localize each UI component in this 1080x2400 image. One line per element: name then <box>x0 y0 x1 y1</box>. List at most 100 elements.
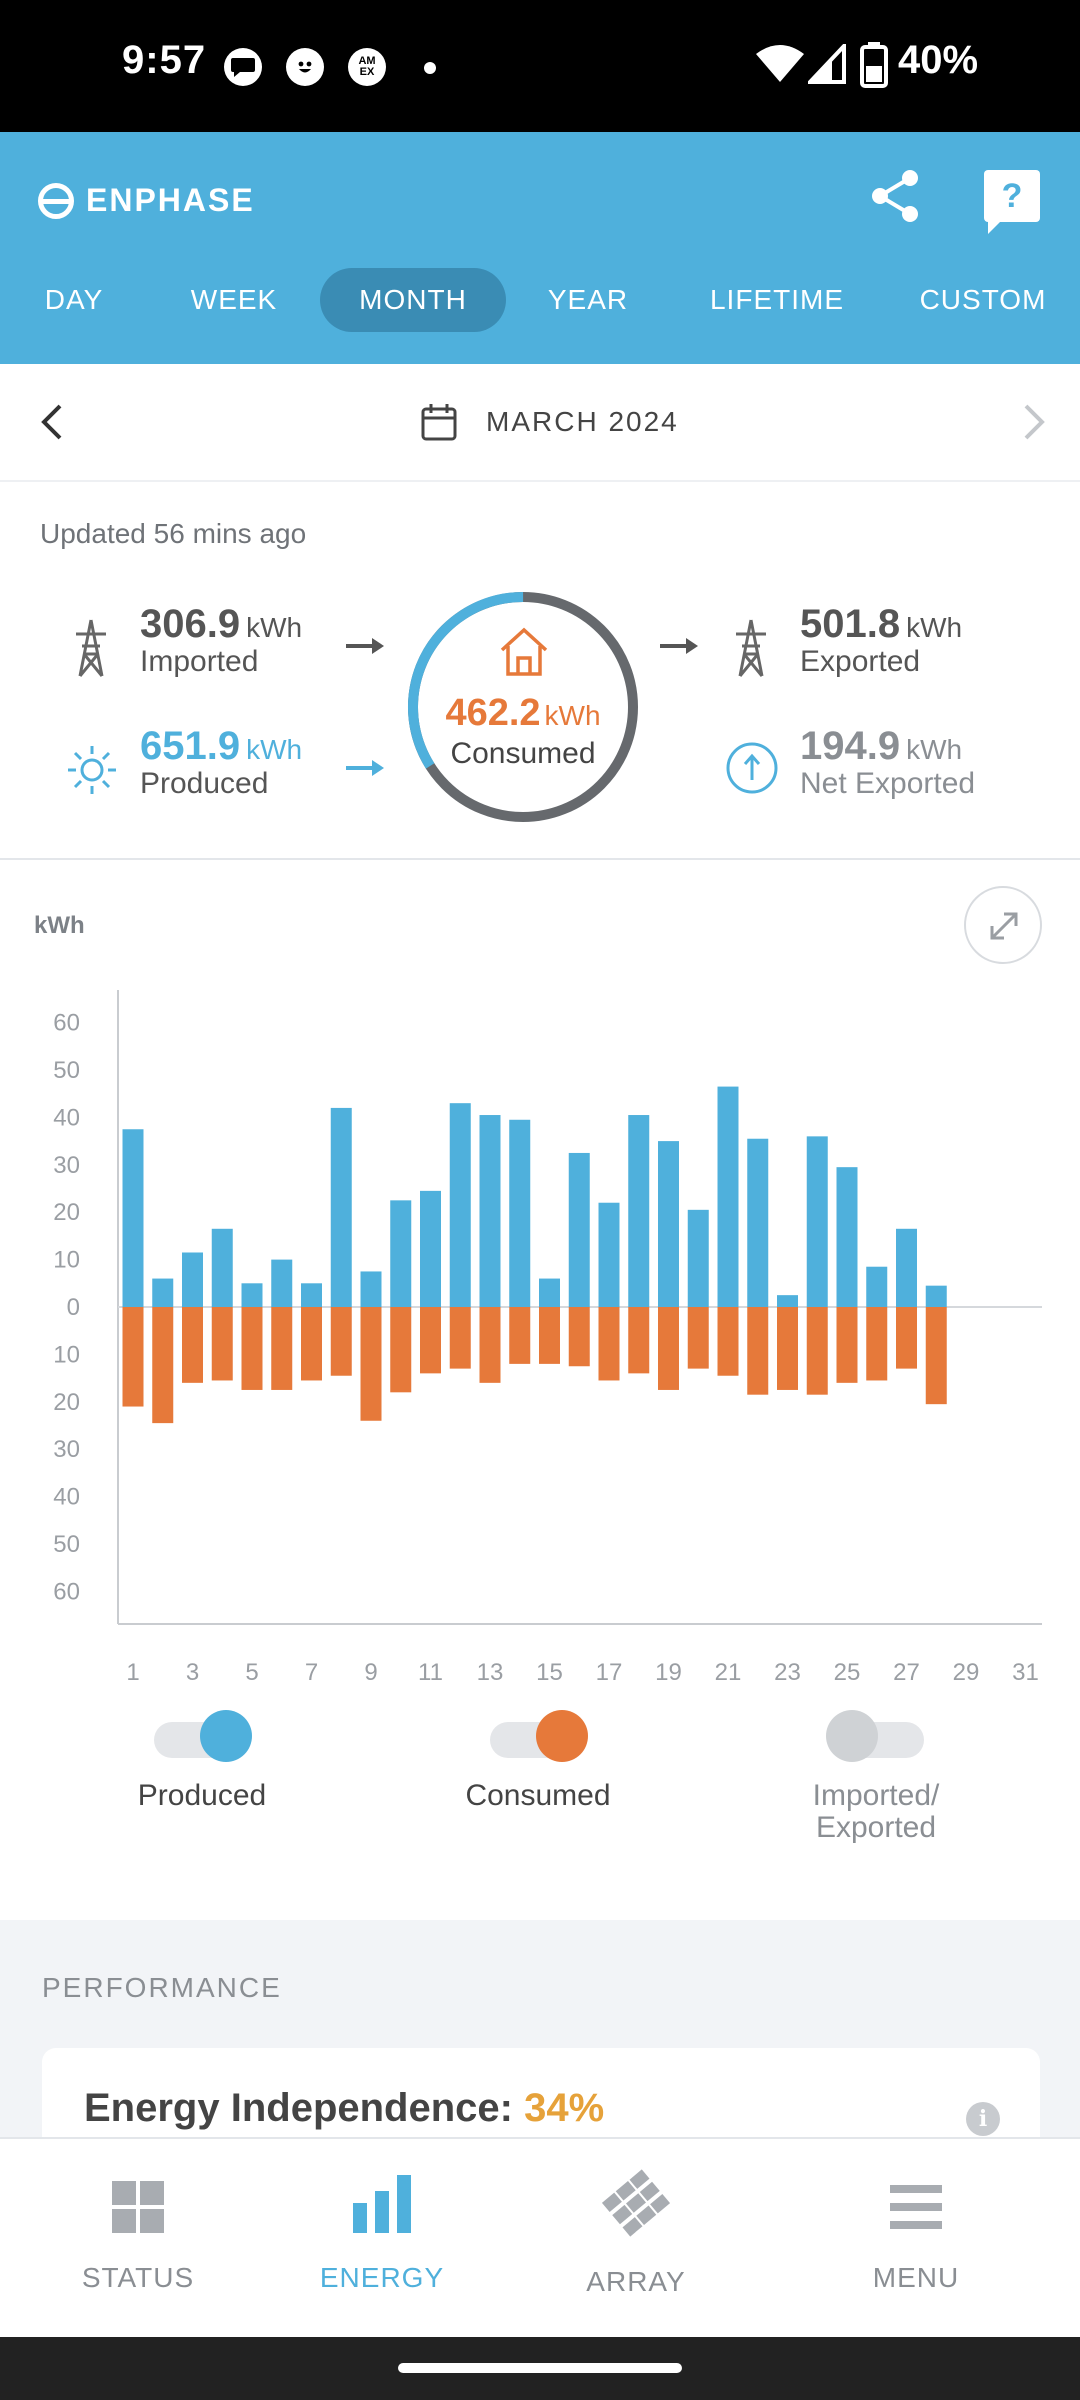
nav-array[interactable]: ARRAY <box>526 2169 746 2298</box>
nav-status[interactable]: STATUS <box>28 2179 248 2294</box>
produced-bar <box>628 1115 650 1307</box>
nav-menu[interactable]: MENU <box>806 2179 1026 2294</box>
tab-year[interactable]: YEAR <box>547 284 629 315</box>
net-exported-unit: kWh <box>906 734 963 765</box>
legend-consumed[interactable]: Consumed <box>418 1710 658 1812</box>
produced-bar <box>687 1209 709 1307</box>
enphase-logo: ENPHASE <box>38 182 255 219</box>
message-icon <box>224 48 262 86</box>
consumed-bar <box>658 1307 679 1390</box>
hamburger-menu-icon <box>890 2185 942 2229</box>
x-tick-label: 25 <box>834 1659 861 1686</box>
exported-metric: 501.8 kWh Exported <box>800 602 962 679</box>
tab-lifetime[interactable]: LIFETIME <box>709 284 844 315</box>
date-navigation: MARCH 2024 <box>0 364 1080 482</box>
consumed-unit: kWh <box>544 699 601 731</box>
consumed-bar <box>866 1307 888 1381</box>
chevron-left-icon[interactable] <box>32 400 76 444</box>
produced-bar <box>777 1295 798 1307</box>
consumed-toggle[interactable] <box>490 1710 588 1762</box>
house-icon <box>500 627 548 676</box>
produced-bar <box>271 1259 293 1307</box>
consumed-bar <box>241 1307 263 1390</box>
produced-bar <box>598 1202 620 1307</box>
more-notifications-dot <box>424 62 436 74</box>
x-tick-label: 13 <box>477 1659 504 1686</box>
x-tick-label: 17 <box>596 1659 623 1686</box>
consumed-bar <box>211 1307 233 1381</box>
imported-exported-toggle[interactable] <box>826 1710 924 1762</box>
produced-bar <box>717 1086 739 1307</box>
produced-bar <box>301 1283 322 1307</box>
arrow-right-icon <box>660 638 698 654</box>
produced-value: 651.9 <box>140 724 241 768</box>
chevron-right-icon[interactable] <box>1010 400 1054 444</box>
produced-bar <box>182 1252 203 1307</box>
y-tick-label: 0 <box>67 1294 80 1321</box>
consumed-bar <box>568 1307 590 1367</box>
y-tick-label: 50 <box>53 1531 80 1558</box>
legend-produced[interactable]: Produced <box>82 1710 322 1812</box>
imported-unit: kWh <box>246 612 303 643</box>
consumed-bar <box>628 1307 650 1374</box>
consumed-bar <box>539 1307 560 1364</box>
consumption-ring <box>408 592 638 822</box>
y-tick-label: 40 <box>53 1484 80 1511</box>
net-exported-value: 194.9 <box>800 724 901 768</box>
tab-day[interactable]: DAY <box>44 284 104 315</box>
energy-independence-value: 34% <box>524 2086 605 2130</box>
tab-week[interactable]: WEEK <box>190 284 278 315</box>
produced-bar <box>479 1115 501 1307</box>
nav-energy[interactable]: ENERGY <box>272 2175 492 2294</box>
x-tick-label: 21 <box>715 1659 742 1686</box>
y-tick-label: 60 <box>53 1578 80 1605</box>
x-tick-label: 27 <box>893 1659 920 1686</box>
logo-text: ENPHASE <box>86 182 255 218</box>
produced-toggle[interactable] <box>154 1710 252 1762</box>
consumed-value: 462.2 <box>445 691 541 734</box>
produced-bar <box>211 1228 233 1307</box>
x-tick-label: 15 <box>536 1659 563 1686</box>
produced-bar <box>806 1136 828 1307</box>
y-tick-label: 40 <box>53 1104 80 1131</box>
amex-icon: AM EX <box>348 48 386 86</box>
produced-bar <box>360 1271 382 1307</box>
produced-bar <box>420 1190 441 1307</box>
expand-icon <box>990 912 1018 940</box>
consumed-bar <box>598 1307 620 1381</box>
consumed-bar <box>777 1307 798 1390</box>
produced-bar <box>330 1107 352 1307</box>
energy-chart-section: 60 50 40 30 20 10 0 10 20 30 40 50 60 1 3 5 7 9 11 13 15 17 19… <box>0 860 1080 1920</box>
produced-bar <box>122 1129 144 1307</box>
arrow-up-circle-icon <box>726 742 778 794</box>
home-indicator[interactable] <box>398 2363 682 2373</box>
calendar-icon[interactable] <box>420 402 458 442</box>
share-icon[interactable] <box>868 168 924 224</box>
x-tick-label: 3 <box>186 1659 199 1686</box>
energy-independence-label: Energy Independence: <box>84 2086 513 2130</box>
consumed-bar <box>330 1307 352 1376</box>
x-tick-label: 11 <box>418 1659 443 1686</box>
produced-bar <box>568 1152 590 1307</box>
imported-metric: 306.9 kWh Imported <box>140 602 302 679</box>
info-icon[interactable]: i <box>966 2102 1000 2136</box>
arrow-right-icon <box>346 760 384 776</box>
expand-chart-button[interactable] <box>964 886 1042 964</box>
x-tick-label: 1 <box>126 1659 139 1686</box>
net-exported-label: Net Exported <box>800 767 976 800</box>
period-label[interactable]: MARCH 2024 <box>486 406 679 437</box>
legend-imported-exported[interactable]: Imported/ Exported <box>756 1710 996 1844</box>
x-tick-label: 29 <box>953 1659 980 1686</box>
status-bar: 9:57 AM EX 40% <box>0 0 1080 132</box>
x-tick-label: 23 <box>774 1659 801 1686</box>
tab-custom[interactable]: CUSTOM <box>919 284 1047 315</box>
consumed-bar <box>390 1307 412 1393</box>
produced-bar <box>241 1283 263 1307</box>
help-button[interactable]: ? <box>984 170 1040 234</box>
consumed-center: 462.2 kWh Consumed <box>406 590 640 824</box>
consumed-bar <box>301 1307 322 1381</box>
tab-month[interactable]: MONTH <box>320 268 506 332</box>
produced-unit: kWh <box>246 734 303 765</box>
nav-array-label: ARRAY <box>586 2266 686 2297</box>
